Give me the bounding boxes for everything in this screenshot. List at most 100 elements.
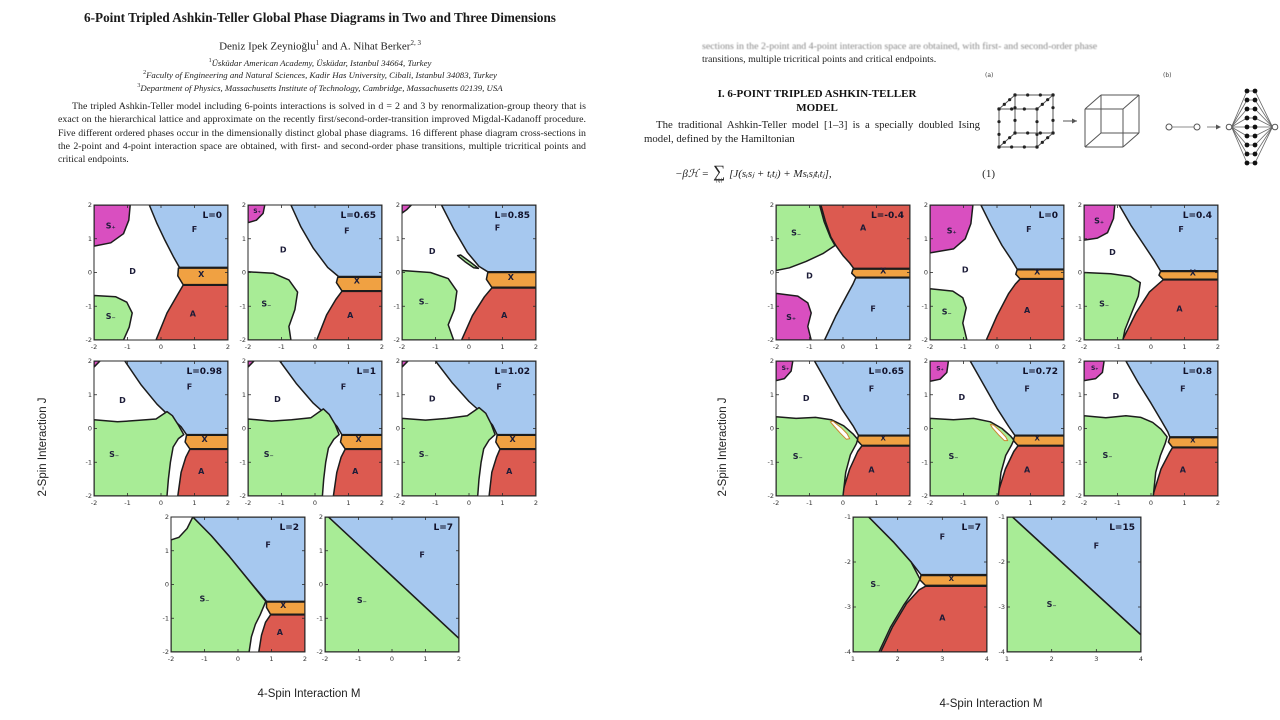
svg-text:F: F [496,383,501,392]
svg-text:2: 2 [1078,357,1082,365]
svg-text:2: 2 [242,357,246,365]
svg-text:L=7: L=7 [961,523,981,533]
svg-text:0: 0 [313,499,317,507]
svg-text:1: 1 [1078,391,1082,399]
svg-text:2: 2 [770,201,774,209]
phase-diagram-panel-L=0.65: -2 -1 0 1 2 2 1 0 -1 -2 S₊ F D X S₋ A L=0.65 [232,200,386,352]
author-2: and A. Nihat Berker [319,40,411,53]
phase-diagram-panel-L=0.85: -2 -1 0 1 2 2 1 0 -1 -2 F D X S₋ A L=0.85 [386,200,540,352]
svg-text:2: 2 [88,201,92,209]
svg-text:1: 1 [500,499,504,507]
phase-diagram-panel-L=7: -2 -1 0 1 2 2 1 0 -1 -2 F S₋ L=7 [309,512,463,664]
svg-text:-1: -1 [1076,302,1082,310]
svg-text:2: 2 [396,201,400,209]
figure-a-label: (a) [985,72,994,79]
svg-text:D: D [1109,248,1116,257]
svg-text:L=0: L=0 [1038,211,1058,221]
equation-body: [J(sᵢsⱼ + tᵢtⱼ) + Msᵢsⱼtᵢtⱼ], [729,168,832,181]
svg-text:-2: -2 [1081,499,1087,507]
svg-text:L=1.02: L=1.02 [495,367,530,377]
svg-text:-2: -2 [91,343,97,351]
svg-text:F: F [192,225,197,234]
svg-text:F: F [419,551,424,560]
svg-text:S₊: S₊ [786,313,796,322]
svg-text:X: X [280,601,287,610]
svg-text:0: 0 [396,269,400,277]
phase-plot: -2 -1 0 1 2 2 1 0 -1 -2 S₊ F D X S₋ A L=0 [922,201,1067,351]
svg-text:-1: -1 [432,499,438,507]
svg-text:0: 0 [995,343,999,351]
y-axis-label-left: 2-Spin Interaction J [37,397,49,497]
svg-text:A: A [506,467,513,476]
svg-text:1: 1 [242,235,246,243]
svg-text:F: F [1178,225,1183,234]
svg-text:-2: -2 [999,558,1005,566]
phase-plot: -2 -1 0 1 2 2 1 0 -1 -2 S₊ F D X S₋ A L=0.8 [1076,357,1221,507]
svg-text:-1: -1 [768,458,774,466]
svg-text:1: 1 [770,391,774,399]
svg-text:-1: -1 [960,343,966,351]
svg-text:A: A [1176,304,1183,313]
svg-text:D: D [803,394,810,403]
svg-text:-2: -2 [394,492,400,500]
svg-text:F: F [869,384,874,393]
svg-text:0: 0 [841,343,845,351]
svg-text:-1: -1 [1114,343,1120,351]
svg-text:2: 2 [1216,343,1220,351]
svg-text:0: 0 [995,499,999,507]
phase-diagram-grid-right: -2 -1 0 1 2 2 1 0 -1 -2 S₋ A X D S₊ F L=-0.4 -2 -1 0 1 2 2 1 0 -1… [760,200,1222,668]
svg-text:F: F [265,540,270,549]
svg-text:0: 0 [319,581,323,589]
paper-title: 6-Point Tripled Ashkin-Teller Global Pha… [84,10,556,25]
svg-text:L=15: L=15 [1109,523,1135,533]
summation-symbol: ∑ ⟨ij⟩ [712,162,726,184]
svg-text:-2: -2 [922,492,928,500]
svg-text:1: 1 [192,343,196,351]
svg-text:L=0.65: L=0.65 [341,211,376,221]
svg-text:1: 1 [165,547,169,555]
svg-text:2: 2 [896,655,900,663]
lattice-figure-a: (a) [985,72,1157,166]
svg-text:A: A [352,467,359,476]
svg-text:2: 2 [88,357,92,365]
svg-text:F: F [940,533,945,542]
svg-text:-2: -2 [245,499,251,507]
svg-text:L=0.85: L=0.85 [495,211,530,221]
svg-text:F: F [341,383,346,392]
phase-plot: -2 -1 0 1 2 2 1 0 -1 -2 S₊ F D X S₋ A L=0.65 [240,201,385,351]
svg-text:0: 0 [242,269,246,277]
svg-text:1: 1 [346,343,350,351]
svg-text:0: 0 [159,499,163,507]
svg-text:-1: -1 [278,343,284,351]
svg-text:2: 2 [770,357,774,365]
svg-text:0: 0 [1078,269,1082,277]
svg-text:1: 1 [924,391,928,399]
svg-text:-2: -2 [1081,343,1087,351]
svg-text:D: D [429,395,436,404]
svg-text:1: 1 [500,343,504,351]
svg-text:-1: -1 [201,655,207,663]
svg-text:-1: -1 [999,513,1005,521]
svg-text:1: 1 [396,235,400,243]
svg-text:1: 1 [346,499,350,507]
svg-text:-2: -2 [245,343,251,351]
svg-text:-1: -1 [806,343,812,351]
x-axis-label-left: 4-Spin Interaction M [257,688,361,700]
svg-text:1: 1 [1028,343,1032,351]
svg-text:2: 2 [457,655,461,663]
svg-text:3: 3 [1094,655,1098,663]
svg-text:X: X [1190,269,1197,278]
svg-text:D: D [1113,392,1120,401]
svg-text:F: F [187,383,192,392]
svg-text:X: X [355,435,362,444]
svg-text:2: 2 [1062,343,1066,351]
phase-plot: -2 -1 0 1 2 2 1 0 -1 -2 S₊ F D X S₋ A L=0.65 [768,357,913,507]
svg-text:1: 1 [396,391,400,399]
svg-text:-1: -1 [845,513,851,521]
svg-text:0: 0 [924,269,928,277]
phase-plot: -2 -1 0 1 2 2 1 0 -1 -2 F D X S₋ A L=0.98 [86,357,231,507]
svg-text:-2: -2 [922,336,928,344]
svg-text:F: F [1094,542,1099,551]
page-right: sections in the 2-point and 4-point inte… [640,0,1280,720]
hierarchical-lattice-diagram [1165,88,1279,166]
